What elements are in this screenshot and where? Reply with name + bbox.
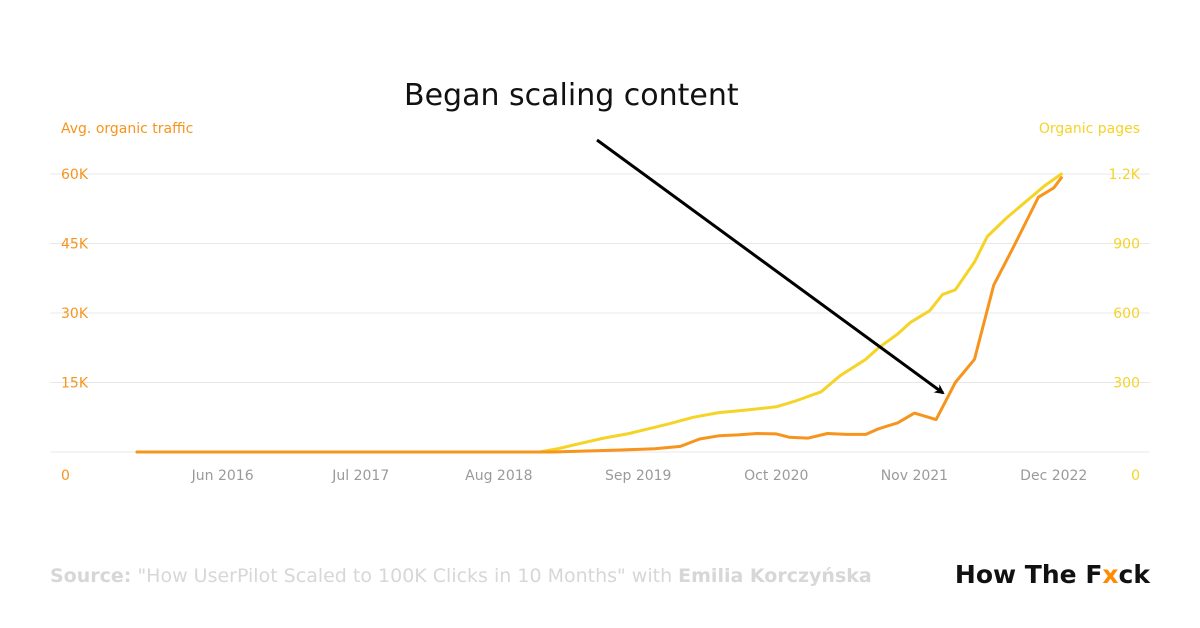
left-tick-label: 0: [61, 468, 70, 484]
annotation-text: Began scaling content: [404, 78, 739, 113]
source-author: Emilia Korczyńska: [678, 565, 872, 587]
brand-x: x: [1102, 560, 1119, 589]
annotation-arrow: [596, 138, 945, 395]
right-tick-label: 600: [1113, 306, 1140, 322]
series-line-traffic: [135, 176, 1063, 454]
left-tick-label: 30K: [61, 306, 89, 322]
right-tick-label: 300: [1113, 376, 1140, 392]
left-tick-label: 45K: [61, 237, 89, 253]
source-footer: Source: "How UserPilot Scaled to 100K Cl…: [50, 565, 872, 587]
brand-text-end: ck: [1118, 560, 1150, 589]
x-tick-label: Jul 2017: [331, 468, 389, 484]
brand-logo: How The Fxck: [955, 560, 1150, 589]
source-text: "How UserPilot Scaled to 100K Clicks in …: [137, 565, 673, 587]
x-tick-label: Sep 2019: [605, 468, 671, 484]
x-tick-label: Oct 2020: [744, 468, 808, 484]
brand-text-start: How The F: [954, 560, 1103, 589]
x-tick-label: Dec 2022: [1020, 468, 1087, 484]
source-label: Source:: [50, 565, 132, 587]
left-axis-title: Avg. organic traffic: [61, 121, 193, 137]
right-tick-label: 900: [1113, 237, 1140, 253]
left-tick-label: 15K: [61, 376, 89, 392]
x-tick-label: Nov 2021: [881, 468, 948, 484]
right-axis-title: Organic pages: [1039, 121, 1140, 137]
right-tick-label: 0: [1131, 468, 1140, 484]
x-tick-label: Jun 2016: [191, 468, 254, 484]
series-line-pages: [135, 172, 1063, 454]
left-tick-label: 60K: [61, 167, 89, 183]
right-tick-label: 1.2K: [1109, 167, 1141, 183]
x-tick-label: Aug 2018: [465, 468, 532, 484]
